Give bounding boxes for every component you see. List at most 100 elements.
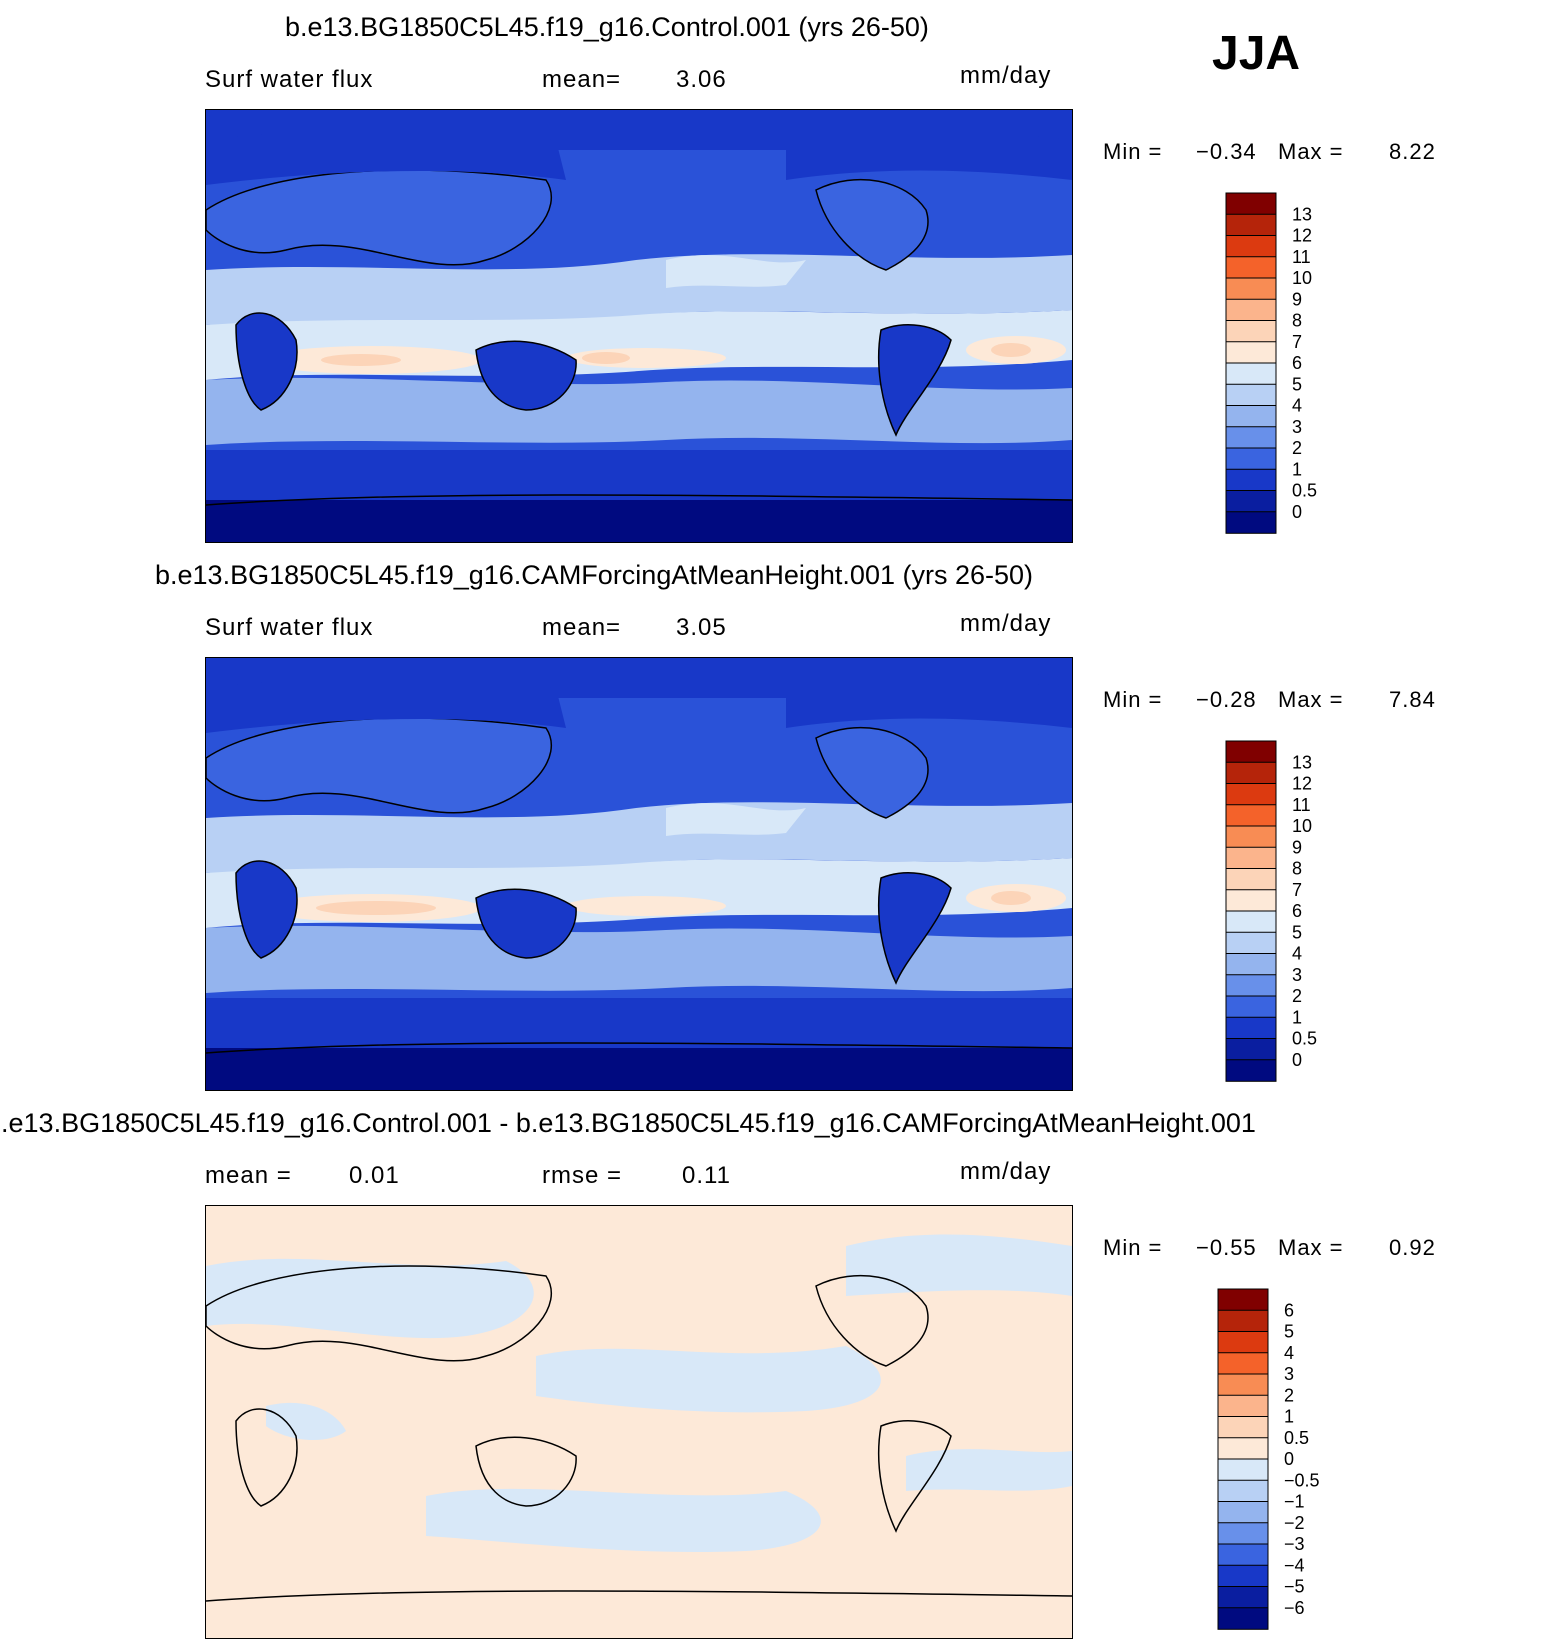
panel3-colorbar-tick-label: −5: [1284, 1577, 1305, 1597]
panel2-colorbar-swatch: [1225, 1059, 1277, 1082]
panel3-mean-value: 0.01: [349, 1162, 400, 1189]
panel3-colorbar-swatch: [1217, 1522, 1269, 1545]
panel3-rmse-label: rmse =: [542, 1162, 623, 1189]
panel1-colorbar-tick-label: 2: [1292, 438, 1302, 458]
panel3-min-value: −0.55: [1196, 1235, 1257, 1260]
panel2-colorbar-swatch: [1225, 761, 1277, 785]
panel1-colorbar-swatch: [1225, 383, 1277, 407]
panel2-mean-label: mean=: [542, 614, 622, 641]
panel2-map: [205, 657, 1073, 1091]
panel2-colorbar-tick-label: 0: [1292, 1050, 1302, 1070]
panel2-colorbar-swatch: [1225, 740, 1277, 764]
panel1-colorbar-swatch: [1225, 298, 1277, 322]
panel2-colorbar-swatch: [1225, 825, 1277, 849]
panel3-title-text: b.e13.BG1850C5L45.f19_g16.Control.001 - …: [0, 1108, 1256, 1138]
panel1-title: b.e13.BG1850C5L45.f19_g16.Control.001 (y…: [285, 12, 929, 42]
panel1-colorbar-swatch: [1225, 320, 1277, 343]
panel2-colorbar-tick-label: 1: [1292, 1007, 1302, 1027]
panel1-colorbar-tick-label: 0.5: [1292, 481, 1317, 501]
panel3-colorbar-swatch: [1217, 1416, 1269, 1439]
panel2-colorbar-swatch: [1225, 1038, 1277, 1061]
panel3-colorbar-swatch: [1217, 1564, 1269, 1588]
panel1-units: mm/day: [960, 62, 1052, 89]
panel1-colorbar-swatch: [1225, 511, 1277, 534]
panel1-map-svg: [206, 110, 1072, 542]
panel1-colorbar-tick-label: 12: [1292, 226, 1312, 246]
panel3-colorbar-swatch: [1217, 1586, 1269, 1609]
panel1-map: [205, 109, 1073, 543]
panel2-colorbar-tick-label: 11: [1292, 795, 1311, 815]
panel3-colorbar-swatch: [1217, 1543, 1269, 1567]
panel1-colorbar-tick-label: 0: [1292, 502, 1302, 522]
panel2-colorbar-tick-label: 6: [1292, 901, 1302, 921]
panel1-colorbar-swatch: [1225, 362, 1277, 386]
panel2-colorbar-swatch: [1225, 1016, 1277, 1040]
panel3-colorbar-swatch: [1217, 1394, 1269, 1418]
panel2-max-value: 7.84: [1389, 687, 1436, 712]
panel2-colorbar-swatch: [1225, 953, 1277, 976]
panel1-colorbar-tick-label: 4: [1292, 396, 1302, 416]
panel2-colorbar-tick-label: 2: [1292, 986, 1302, 1006]
panel3-colorbar-tick-label: 4: [1284, 1343, 1294, 1363]
panel2-colorbar: 13 12 11 10 9 8 7 6 5 4 3 2 1 0.5 0: [1225, 740, 1376, 1086]
panel1-variable-label: Surf water flux: [205, 66, 374, 93]
panel3-colorbar: 6 5 4 3 2 1 0.5 0 −0.5 −1 −2 −3 −4 −5 −6: [1217, 1288, 1378, 1634]
panel2-min-label: Min =: [1103, 687, 1163, 712]
panel2-colorbar-swatch: [1225, 889, 1277, 912]
panel1-colorbar-tick-label: 1: [1292, 459, 1302, 479]
panel2-map-svg: [206, 658, 1072, 1090]
season-label: JJA: [1212, 27, 1301, 80]
panel2-colorbar-swatch: [1225, 910, 1277, 934]
panel1-colorbar-swatch: [1225, 447, 1277, 471]
panel3-colorbar-swatch: [1217, 1458, 1269, 1482]
panel3-colorbar-tick-label: −0.5: [1284, 1470, 1320, 1490]
panel3-colorbar-tick-label: 5: [1284, 1322, 1294, 1342]
panel3-colorbar-tick-label: 3: [1284, 1364, 1294, 1384]
panel3-min-label: Min =: [1103, 1235, 1163, 1260]
panel3-rmse-value: 0.11: [682, 1162, 731, 1189]
panel2-colorbar-tick-label: 5: [1292, 922, 1302, 942]
panel1-colorbar-tick-label: 8: [1292, 311, 1302, 331]
panel1-colorbar-swatch: [1225, 490, 1277, 513]
panel3-colorbar-swatch: [1217, 1331, 1269, 1354]
panel2-colorbar-tick-label: 10: [1292, 816, 1312, 836]
panel1-colorbar-swatch: [1225, 192, 1277, 216]
panel1-colorbar-tick-label: 6: [1292, 353, 1302, 373]
panel3-mean-label: mean =: [205, 1162, 292, 1189]
panel1-colorbar-swatch: [1225, 405, 1277, 428]
panel2-title: b.e13.BG1850C5L45.f19_g16.CAMForcingAtMe…: [155, 560, 1034, 590]
panel2-colorbar-swatch: [1225, 804, 1277, 827]
panel1-colorbar-swatch: [1225, 213, 1277, 237]
panel1-colorbar-swatch: [1225, 468, 1277, 492]
panel3-max-value: 0.92: [1389, 1235, 1436, 1260]
panel2-colorbar-tick-label: 8: [1292, 859, 1302, 879]
panel1-colorbar-tick-label: 9: [1292, 289, 1302, 309]
panel1-colorbar-swatch: [1225, 256, 1277, 279]
panel1-mean-label: mean=: [542, 66, 622, 93]
panel1-colorbar-swatch: [1225, 235, 1277, 258]
panel1-colorbar-tick-label: 11: [1292, 247, 1311, 267]
panel2-max-label: Max =: [1278, 687, 1344, 712]
panel2-colorbar-tick-label: 0.5: [1292, 1029, 1317, 1049]
panel1-colorbar-swatch: [1225, 426, 1277, 449]
panel3-max-label: Max =: [1278, 1235, 1344, 1260]
panel3-colorbar-swatch: [1217, 1352, 1269, 1375]
panel3-units: mm/day: [960, 1158, 1052, 1185]
panel2-colorbar-tick-label: 13: [1292, 752, 1312, 772]
panel1-colorbar-tick-label: 13: [1292, 204, 1312, 224]
panel3-colorbar-swatch: [1217, 1501, 1269, 1524]
panel3-colorbar-tick-label: −6: [1284, 1598, 1305, 1618]
panel2-colorbar-swatch: [1225, 846, 1277, 870]
panel2-units: mm/day: [960, 610, 1052, 637]
panel1-colorbar-swatch: [1225, 341, 1277, 364]
panel3-colorbar-swatch: [1217, 1373, 1269, 1397]
panel3-colorbar-tick-label: 0: [1284, 1449, 1294, 1469]
panel2-colorbar-swatch: [1225, 995, 1277, 1019]
panel2-colorbar-tick-label: 3: [1292, 965, 1302, 985]
panel3-colorbar-tick-label: 2: [1284, 1385, 1294, 1405]
panel2-colorbar-swatch: [1225, 974, 1277, 997]
panel1-colorbar-swatch: [1225, 277, 1277, 301]
panel3-colorbar-tick-label: −2: [1284, 1513, 1305, 1533]
panel1-colorbar: 13 12 11 10 9 8 7 6 5 4 3 2 1 0.5 0: [1225, 192, 1376, 538]
